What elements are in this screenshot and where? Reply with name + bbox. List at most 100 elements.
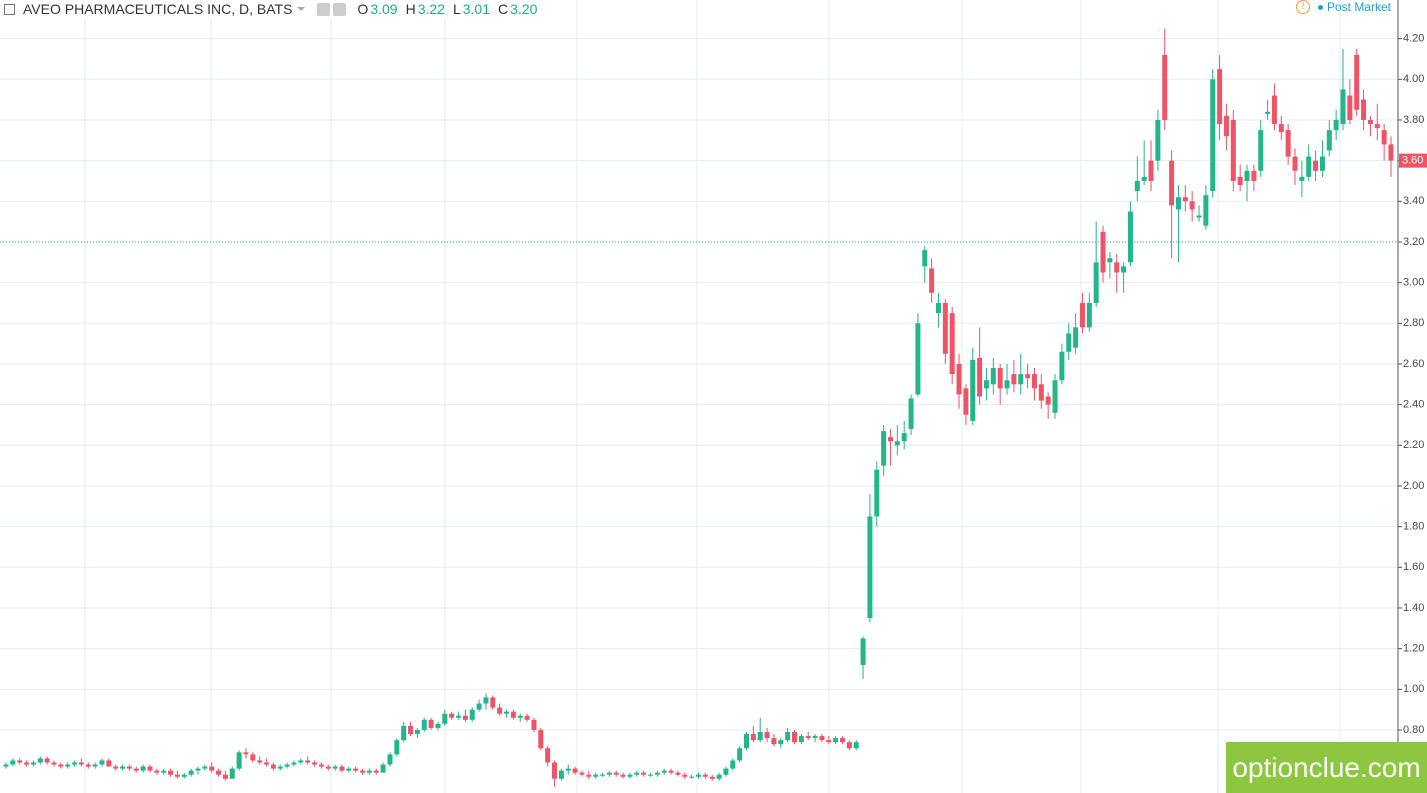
y-tick-label: 2.20 [1403,439,1424,451]
candle-body [860,638,866,665]
candle-body [1189,201,1195,210]
y-tick-label: 1.40 [1403,602,1424,614]
candle-body [702,774,708,777]
candle-body [1203,195,1209,226]
candle-body [805,736,811,739]
candle-body [1066,333,1072,352]
candle-body [1107,258,1113,263]
candle-body [839,738,845,743]
candle-body [983,380,989,389]
candle-body [1271,95,1277,125]
candle-body [846,742,852,749]
symbol-caret[interactable] [297,7,306,11]
candle-body [449,713,455,718]
candle-body [579,772,585,775]
y-tick-label: 4.20 [1403,33,1424,45]
candle-body [1162,54,1168,120]
warning-icon: ! [1295,0,1310,14]
candle-body [78,762,84,765]
candle-body [1237,176,1243,186]
symbol-title[interactable]: AVEO PHARMACEUTICALS INC, D, BATS [23,1,293,17]
candle-body [181,774,187,777]
candle-body [435,723,441,728]
candle-body [469,709,475,720]
candle-body [1182,197,1188,202]
candle-body [291,762,297,765]
candle-body [750,734,756,741]
candle-body [558,770,564,779]
y-tick-label: 2.40 [1403,399,1424,411]
candle-body [154,770,160,773]
y-tick-label: 1.80 [1403,521,1424,533]
candle-body [1093,262,1099,303]
candle-body [689,776,695,778]
collapse-box[interactable] [4,3,15,15]
candle-body [956,363,962,395]
candle-body [65,764,71,767]
ohlc-key: H [405,1,416,17]
candle-body [1086,302,1092,328]
candle-body [1196,215,1202,218]
candle-body [510,711,516,718]
candle-body [1381,130,1387,145]
candle-body [1169,160,1175,206]
candle-body [942,302,948,354]
candle-body [922,250,928,267]
candle-body [1011,374,1017,385]
candle-body [305,760,311,763]
candle-body [332,766,338,769]
y-tick-label: 2.80 [1403,317,1424,329]
candle-body [99,760,105,765]
candle-body [229,768,235,779]
candle-body [394,740,400,755]
candle-body [140,766,146,771]
candle-body [517,715,523,718]
candle-body [209,766,215,771]
candle-body [887,437,893,442]
candle-body [634,772,640,775]
candle-body [250,754,256,761]
candle-body [538,729,544,749]
candle-body [161,770,167,773]
candle-body [270,764,276,769]
candle-body [1326,130,1332,151]
candle-body [236,752,242,769]
candle-body [408,725,414,735]
candle-body [970,359,976,421]
candle-body [360,770,366,773]
candle-body [456,715,462,718]
candle-body [497,707,503,714]
candle-body [949,313,955,375]
candle-body [1333,119,1339,131]
candle-body [1251,170,1257,181]
candle-body [826,740,832,743]
candle-body [1374,124,1380,129]
candle-body [531,719,537,730]
candle-body [462,715,468,720]
candle-body [1210,79,1216,192]
candle-body [264,762,270,765]
session-status[interactable]: ! Post Market [1295,0,1391,14]
candle-body [133,768,139,771]
eye-icon[interactable] [317,2,331,16]
candle-body [785,732,791,741]
candle-body [682,774,688,777]
candle-body [1155,119,1161,161]
candle-body [476,703,482,710]
candle-body [709,776,715,779]
settings-icon[interactable] [333,2,347,16]
candle-body [1045,396,1051,405]
candle-body [593,774,599,777]
candle-body [113,766,119,769]
candle-body [37,758,43,763]
candle-body [565,768,571,771]
candle-body [901,433,907,442]
session-label: Post Market [1326,0,1391,14]
candle-body [1127,211,1133,263]
candle-body [1230,119,1236,181]
last-price-box [1399,153,1427,168]
candle-body [1388,144,1394,161]
ohlc-values: O 3.09 H 3.22 L 3.01 C 3.20 [349,1,537,17]
ohlc-key: L [452,1,461,17]
